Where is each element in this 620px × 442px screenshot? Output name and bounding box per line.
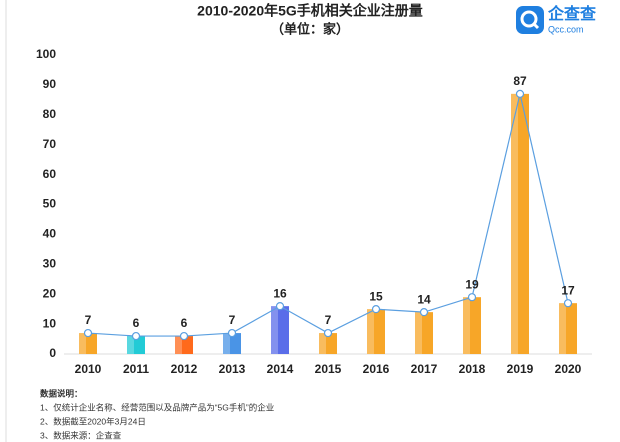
line-marker <box>83 328 93 338</box>
bar <box>511 93 529 355</box>
note-line: 3、数据来源：企查查 <box>40 430 122 440</box>
y-tick-label: 80 <box>43 107 57 121</box>
note-line: 2、数据截至2020年3月24日 <box>40 416 146 426</box>
x-tick-label: 2019 <box>507 362 534 376</box>
logo-icon-handle <box>531 21 540 30</box>
bar-highlight <box>271 306 278 354</box>
x-tick-label: 2016 <box>363 362 390 376</box>
x-tick-label: 2014 <box>267 362 294 376</box>
line <box>87 93 569 337</box>
line-marker <box>419 308 429 317</box>
bar <box>463 297 481 354</box>
value-label: 7 <box>85 313 92 327</box>
line-marker <box>563 299 573 308</box>
x-tick-label: 2013 <box>219 362 246 376</box>
logo-icon <box>516 6 544 34</box>
chart-title: 2010-2020年5G手机相关企业注册量 <box>197 3 423 19</box>
line-marker <box>467 293 477 302</box>
line-marker <box>515 89 525 98</box>
value-label: 17 <box>561 283 575 297</box>
bar-highlight <box>463 297 470 354</box>
bar <box>271 306 289 354</box>
note-line: 1、仅统计企业名称、经营范围以及品牌产品为“5G手机”的企业 <box>40 402 274 412</box>
value-label: 6 <box>133 316 140 330</box>
x-tick-label: 2010 <box>75 362 102 376</box>
value-label: 7 <box>229 313 236 327</box>
x-tick-label: 2015 <box>315 362 342 376</box>
value-label: 14 <box>417 292 431 306</box>
notes: 数据说明： 1、仅统计企业名称、经营范围以及品牌产品为“5G手机”的企业 2、数据截… <box>40 388 274 440</box>
y-tick-label: 100 <box>36 47 56 61</box>
value-label: 6 <box>181 316 188 330</box>
chart-subtitle: （单位：家） <box>271 21 349 36</box>
x-tick-label: 2017 <box>411 362 438 376</box>
bar-highlight <box>319 333 326 354</box>
bar-highlight <box>223 333 230 354</box>
logo-name: 企查查 <box>547 4 596 23</box>
y-tick-label: 20 <box>43 286 57 300</box>
bar-highlight <box>79 333 86 354</box>
value-label: 19 <box>465 277 479 291</box>
y-tick-label: 70 <box>43 137 57 151</box>
logo-site: Qcc.com <box>548 24 584 34</box>
x-tick-label: 2018 <box>459 362 486 376</box>
bar-highlight <box>175 336 182 354</box>
y-tick-label: 0 <box>49 346 56 360</box>
bar-highlight <box>511 93 518 355</box>
line-marker <box>275 302 285 311</box>
bar-highlight <box>367 309 374 354</box>
bar <box>415 312 433 354</box>
line-marker <box>131 331 141 341</box>
bar <box>79 333 97 354</box>
value-label: 87 <box>513 74 527 88</box>
line-marker <box>227 328 237 338</box>
y-tick-label: 50 <box>43 197 57 211</box>
note-line: 数据说明： <box>40 388 83 398</box>
bar-highlight <box>415 312 422 354</box>
y-tick-label: 60 <box>43 167 57 181</box>
bar <box>367 309 385 354</box>
value-label: 16 <box>273 286 287 300</box>
bar <box>127 336 145 354</box>
line-marker <box>179 331 189 341</box>
line-marker <box>371 305 381 314</box>
logo-icon-ring <box>520 10 538 28</box>
line-marker <box>323 328 333 338</box>
x-tick-label: 2020 <box>555 362 582 376</box>
bar <box>175 336 193 354</box>
bar <box>559 303 577 354</box>
bar <box>319 333 337 354</box>
y-tick-label: 90 <box>43 77 57 91</box>
y-tick-label: 40 <box>43 227 57 241</box>
bar-highlight <box>559 303 566 354</box>
y-tick-label: 30 <box>43 256 57 270</box>
logo: 企查查 Qcc.com <box>516 4 596 34</box>
bar-highlight <box>127 336 134 354</box>
value-label: 7 <box>325 313 332 327</box>
y-tick-label: 10 <box>43 316 57 330</box>
value-label: 15 <box>369 289 383 303</box>
x-tick-label: 2011 <box>123 362 149 376</box>
bar <box>223 333 241 354</box>
x-tick-label: 2012 <box>171 362 198 376</box>
